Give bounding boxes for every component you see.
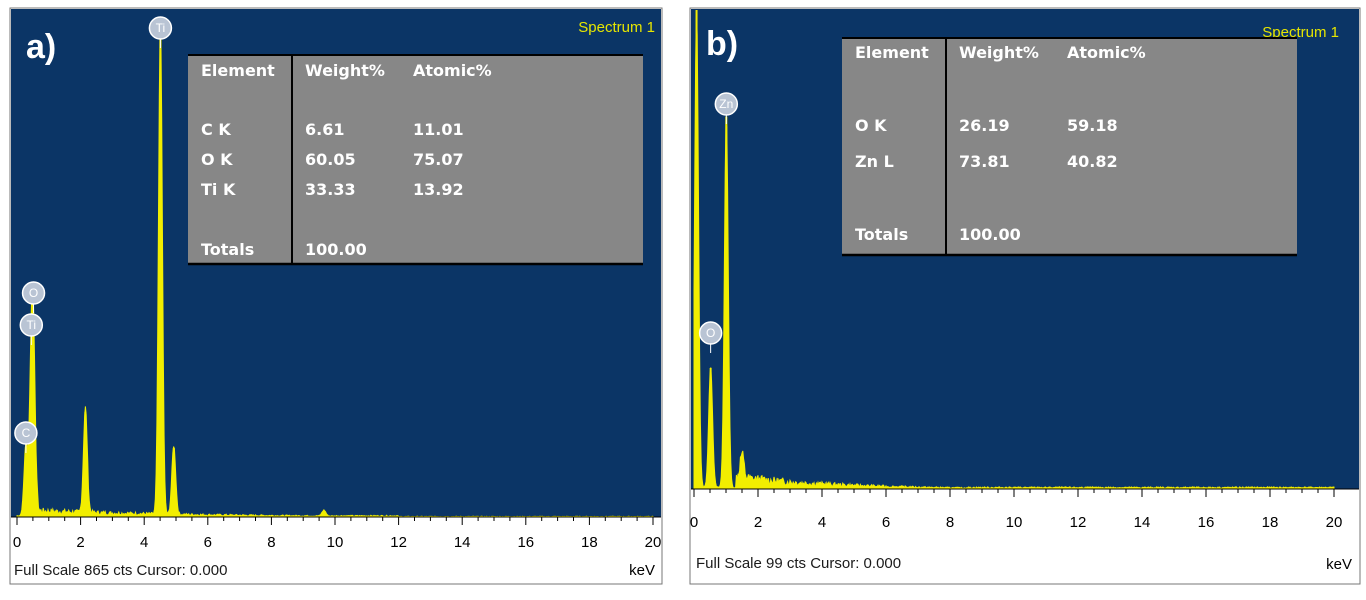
badge-circle: [14, 421, 38, 445]
spectrum-trace: [16, 23, 654, 518]
spectrum-chart-b: b) Spectrum 1 O Zn Element Weight% Atomic…: [689, 7, 1361, 585]
totals-value: 100.00: [305, 240, 367, 259]
row-atomic: 59.18: [1067, 116, 1118, 135]
spectrum-panel-a: a) Spectrum 1 C O Ti Ti Element Weight% Ato…: [0, 0, 672, 600]
x-tick-label: 8: [267, 534, 275, 551]
x-tick-label: 12: [390, 534, 407, 551]
row-weight: 26.19: [959, 116, 1010, 135]
x-tick-label: 0: [690, 514, 698, 531]
element-badges: O Zn: [698, 92, 739, 353]
badge-label: Zn: [719, 97, 733, 111]
header-atomic: Atomic%: [1067, 43, 1146, 62]
x-tick-label: 4: [818, 514, 826, 531]
badge-circle: [148, 16, 173, 40]
header-element: Element: [201, 61, 275, 80]
badge-circle: [19, 313, 44, 337]
x-tick-label: 16: [1198, 514, 1215, 531]
header-weight: Weight%: [959, 43, 1039, 62]
totals-value: 100.00: [959, 225, 1021, 244]
badge-circle: [21, 281, 46, 305]
x-tick-label: 12: [1070, 514, 1087, 531]
row-element: Zn L: [855, 152, 894, 171]
x-tick-label: 18: [581, 534, 598, 551]
row-element: O K: [201, 150, 233, 169]
totals-label: Totals: [201, 240, 254, 259]
x-tick-label: 4: [140, 534, 148, 551]
spectrum-chart-a: a) Spectrum 1 C O Ti Ti Element Weight% Ato…: [9, 7, 663, 585]
composition-table: Element Weight% Atomic% C K 6.61 11.01 O…: [188, 54, 643, 266]
spectrum-trace: [693, 10, 1335, 490]
x-tick-label: 6: [882, 514, 890, 531]
x-tick-label: 0: [13, 534, 21, 551]
x-tick-label: 6: [204, 534, 212, 551]
spectrum-area: [16, 27, 654, 518]
badge-label: Ti: [156, 21, 166, 35]
row-atomic: 40.82: [1067, 152, 1118, 171]
row-element: C K: [201, 120, 231, 139]
badge-circle: [698, 321, 723, 345]
totals-label: Totals: [855, 225, 908, 244]
badge-label: O: [706, 326, 715, 340]
row-weight: 33.33: [305, 180, 356, 199]
badge-circle: [714, 92, 739, 116]
panel-label: a): [26, 28, 56, 66]
x-tick-label: 8: [946, 514, 954, 531]
row-atomic: 75.07: [413, 150, 464, 169]
x-tick-label: 14: [1134, 514, 1151, 531]
x-tick-label: 10: [1006, 514, 1023, 531]
row-atomic: 11.01: [413, 120, 464, 139]
badge-label: Ti: [27, 318, 37, 332]
header-element: Element: [855, 43, 929, 62]
x-tick-label: 20: [1326, 514, 1343, 531]
row-element: O K: [855, 116, 887, 135]
panel-label: b): [706, 25, 738, 63]
element-badge: C: [14, 421, 38, 453]
x-tick-label: 16: [517, 534, 534, 551]
status-text: Full Scale 865 cts Cursor: 0.000: [14, 562, 227, 579]
badge-label: O: [29, 286, 38, 300]
status-text: Full Scale 99 cts Cursor: 0.000: [696, 555, 901, 572]
x-axis-ticks: 0 2 4 6 8 10 12 14 16 18 20: [13, 517, 662, 551]
element-badges: C O Ti Ti: [14, 16, 173, 453]
table-background: [188, 54, 643, 264]
spectrum-panel-b: b) Spectrum 1 O Zn Element Weight% Atomic…: [684, 0, 1366, 600]
x-tick-label: 20: [645, 534, 662, 551]
header-weight: Weight%: [305, 61, 385, 80]
element-badge: Zn: [714, 92, 739, 124]
x-tick-label: 14: [454, 534, 471, 551]
row-weight: 73.81: [959, 152, 1010, 171]
row-weight: 60.05: [305, 150, 356, 169]
table-background: [842, 37, 1297, 255]
x-axis-unit: keV: [1326, 556, 1352, 573]
element-badge: Ti: [148, 16, 173, 48]
spectrum-area: [693, 10, 1335, 490]
element-badge: O: [698, 321, 723, 353]
element-badge: O: [21, 281, 46, 313]
composition-table: Element Weight% Atomic% O K 26.19 59.18 …: [842, 37, 1297, 257]
header-atomic: Atomic%: [413, 61, 492, 80]
x-axis-unit: keV: [629, 562, 655, 579]
badge-label: C: [22, 426, 31, 440]
spectrum-label: Spectrum 1: [1262, 24, 1339, 41]
row-element: Ti K: [201, 180, 236, 199]
spectrum-label: Spectrum 1: [578, 19, 655, 36]
x-axis-ticks: 0 2 4 6 8 10 12 14 16 18 20: [690, 489, 1343, 531]
element-badge: Ti: [19, 313, 44, 345]
x-tick-label: 10: [327, 534, 344, 551]
x-tick-label: 18: [1262, 514, 1279, 531]
row-weight: 6.61: [305, 120, 344, 139]
x-tick-label: 2: [76, 534, 84, 551]
x-tick-label: 2: [754, 514, 762, 531]
row-atomic: 13.92: [413, 180, 464, 199]
